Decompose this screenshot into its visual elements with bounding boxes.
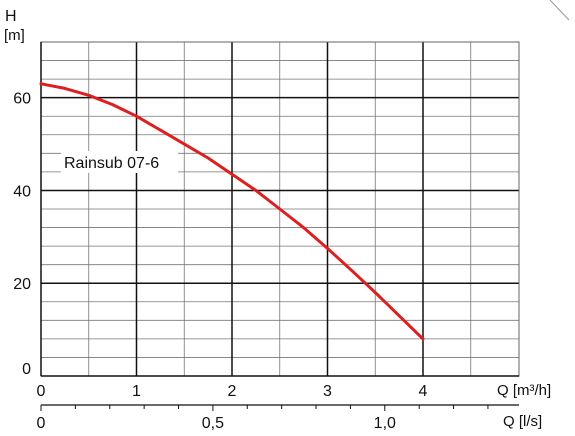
data-point [207, 157, 209, 159]
series-layer: Rainsub 07-6 [39, 82, 425, 341]
y-axis-unit: [m] [4, 27, 25, 44]
y-axis-title: H [5, 8, 17, 25]
labels-layer: H [m] Q [m³/h] Q [l/s] [4, 0, 570, 430]
data-point [159, 129, 162, 131]
x-tick-label: 1 [132, 383, 141, 400]
data-point [279, 208, 281, 210]
data-point [302, 226, 305, 229]
x2-tick-label: 1,0 [374, 415, 396, 432]
data-point [64, 87, 66, 90]
series-label: Rainsub 07-6 [64, 155, 159, 172]
data-point [135, 115, 138, 117]
corner-decoration [549, 0, 570, 21]
data-point [374, 291, 377, 294]
data-point [326, 247, 329, 250]
y-tick-label: 20 [13, 276, 31, 293]
data-point [111, 103, 114, 106]
data-point [350, 269, 353, 272]
data-point [255, 189, 257, 192]
data-point [183, 143, 186, 145]
x-tick-label: 2 [228, 383, 237, 400]
y-tick-label: 60 [13, 91, 31, 108]
x-tick-label: 3 [323, 383, 332, 400]
x-tick-label: 4 [419, 383, 428, 400]
series-label-bg [61, 151, 178, 173]
x2-axis-title: Q [l/s] [503, 413, 542, 430]
x-tick-label: 0 [37, 383, 46, 400]
x-axis-title: Q [m³/h] [497, 382, 551, 399]
data-point [398, 314, 400, 317]
x2-tick-label: 0,5 [202, 415, 224, 432]
y-tick-label: 40 [13, 183, 31, 200]
y-tick-label: 0 [22, 361, 31, 378]
data-point [422, 338, 424, 340]
major-grid [40, 41, 520, 377]
data-point [88, 94, 90, 97]
data-point [40, 83, 42, 85]
data-point [231, 173, 233, 175]
x2-tick-label: 0 [37, 415, 46, 432]
